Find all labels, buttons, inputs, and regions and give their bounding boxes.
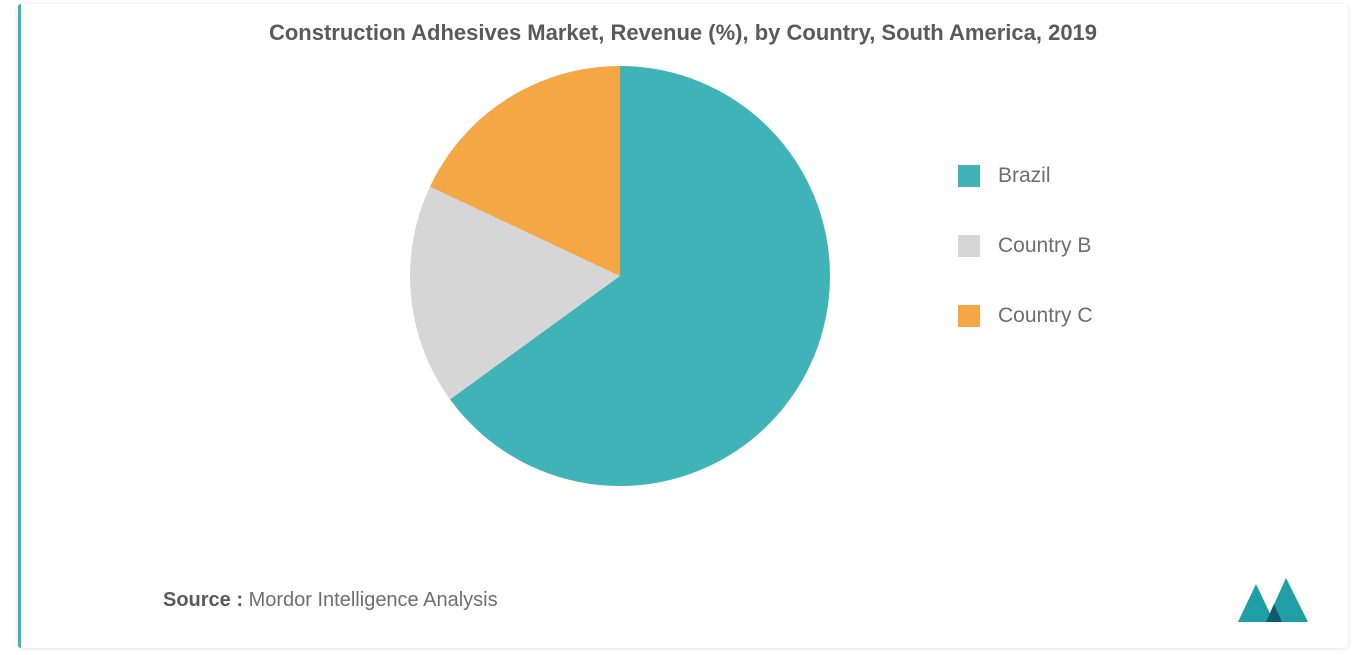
pie-chart [410,66,830,486]
chart-title: Construction Adhesives Market, Revenue (… [18,20,1348,46]
legend-label: Brazil [998,164,1051,188]
legend: Brazil Country B Country C [958,164,1093,374]
chart-card: Construction Adhesives Market, Revenue (… [18,4,1348,648]
source-attribution: Source : Mordor Intelligence Analysis [163,589,498,612]
source-text: Mordor Intelligence Analysis [249,589,498,611]
legend-swatch-icon [958,305,980,327]
legend-swatch-icon [958,235,980,257]
mordor-logo-icon [1232,572,1316,628]
chart-area: Brazil Country B Country C [18,66,1348,546]
legend-swatch-icon [958,165,980,187]
legend-item: Country C [958,304,1093,328]
legend-label: Country C [998,304,1093,328]
legend-item: Country B [958,234,1093,258]
legend-label: Country B [998,234,1091,258]
legend-item: Brazil [958,164,1093,188]
source-label: Source : [163,589,243,611]
